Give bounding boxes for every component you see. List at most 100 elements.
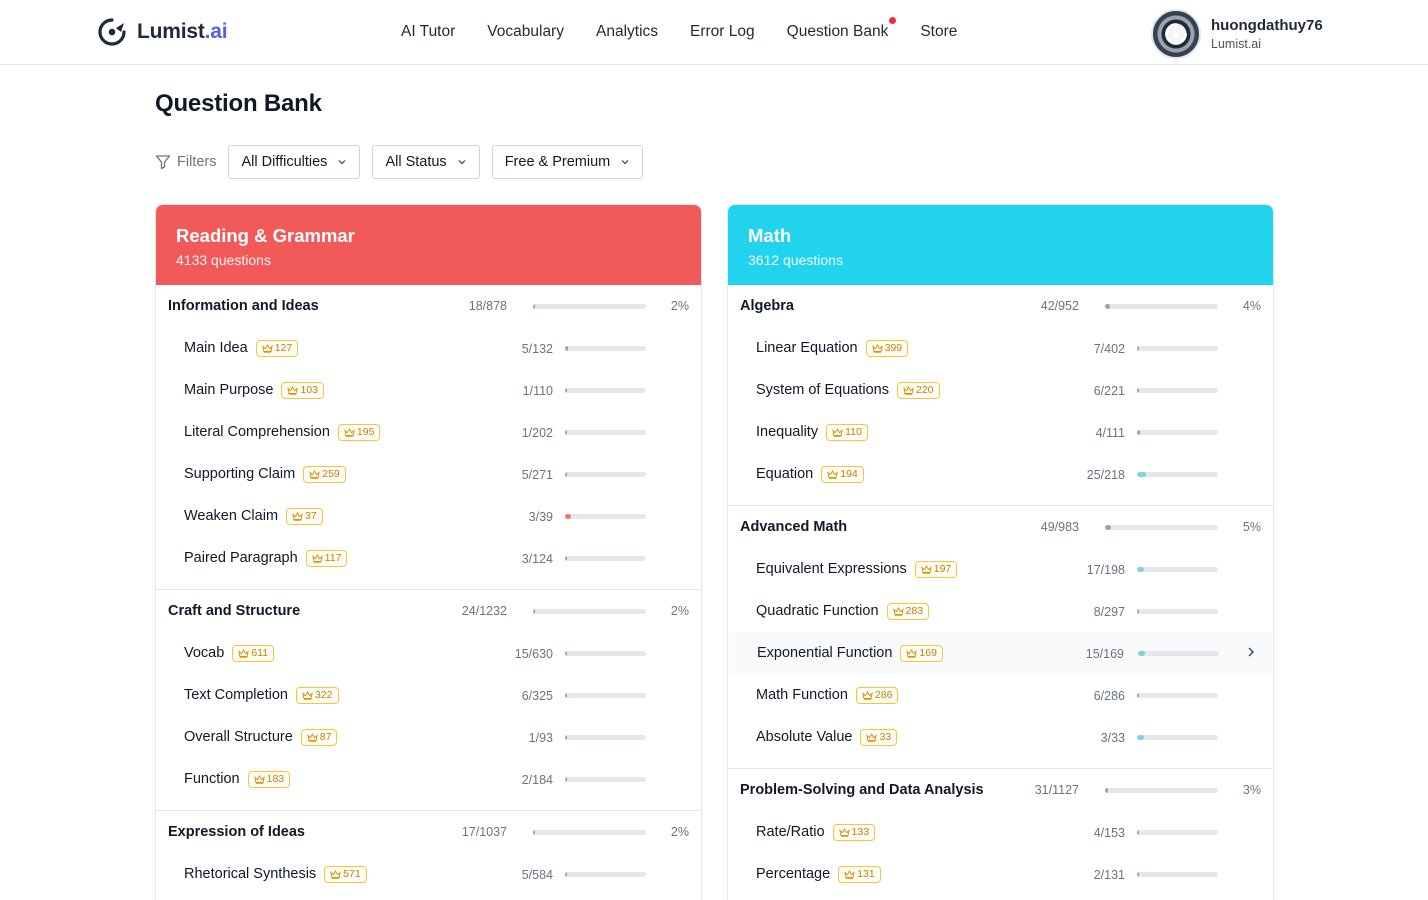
topic-name: Absolute Value xyxy=(756,729,853,745)
section-progress-bar xyxy=(1105,788,1218,793)
section-header[interactable]: Problem-Solving and Data Analysis 31/1127… xyxy=(728,769,1273,811)
crown-icon xyxy=(292,511,303,521)
topic-name: Function xyxy=(184,771,240,787)
section-fraction: 31/1127 xyxy=(1034,783,1079,797)
status-select-value: All Status xyxy=(385,154,447,170)
topic-row-math-function[interactable]: Math Function 286 6/286 xyxy=(728,674,1273,716)
nav-error-log[interactable]: Error Log xyxy=(690,23,755,40)
premium-count-badge: 117 xyxy=(305,549,348,567)
topic-progress-bar xyxy=(1138,651,1219,656)
premium-count: 117 xyxy=(324,552,342,564)
section-fraction: 18/878 xyxy=(468,299,507,313)
topic-row-main-purpose[interactable]: Main Purpose 103 1/110 xyxy=(156,369,701,411)
section-craft-and-structure: Craft and Structure 24/1232 2% Vocab 611 15/6… xyxy=(156,590,701,811)
premium-count: 87 xyxy=(319,731,332,743)
topic-progress-fill xyxy=(565,872,568,877)
topic-name: Main Purpose xyxy=(184,382,274,398)
topic-row-text-completion[interactable]: Text Completion 322 6/325 xyxy=(156,674,701,716)
topic-progress-fill xyxy=(565,777,568,782)
premium-count: 195 xyxy=(356,426,375,438)
topic-row-overall-structure[interactable]: Overall Structure 87 1/93 xyxy=(156,716,701,758)
topic-name: Weaken Claim xyxy=(184,508,279,524)
topic-row-function[interactable]: Function 183 2/184 xyxy=(156,758,701,800)
section-name: Advanced Math xyxy=(740,519,848,535)
user-menu[interactable]: huongdathuy76 Lumist.ai xyxy=(1151,9,1323,59)
filter-bar: Filters All Difficulties All Status Free… xyxy=(155,145,655,179)
math-card: Math 3612 questions Algebra 42/952 4% Linear … xyxy=(727,204,1274,900)
section-name: Problem-Solving and Data Analysis xyxy=(740,782,984,798)
topic-name: System of Equations xyxy=(756,382,889,398)
topic-progress-bar xyxy=(565,556,646,561)
crown-icon xyxy=(920,564,932,574)
section-header[interactable]: Expression of Ideas 17/1037 2% xyxy=(156,811,701,853)
topic-name: Exponential Function xyxy=(757,645,893,661)
crown-icon xyxy=(344,427,355,437)
crown-icon xyxy=(832,427,843,437)
premium-count-badge: 194 xyxy=(821,465,864,483)
nav-question-bank[interactable]: Question Bank xyxy=(787,17,897,41)
topic-row-system-of-equations[interactable]: System of Equations 220 6/221 xyxy=(728,369,1273,411)
topic-row-main-idea[interactable]: Main Idea 127 5/132 xyxy=(156,327,701,369)
topic-fraction: 2/131 xyxy=(1093,868,1125,882)
premium-count-badge: 197 xyxy=(914,560,958,578)
avatar[interactable] xyxy=(1151,9,1201,59)
section-header[interactable]: Advanced Math 49/983 5% xyxy=(728,506,1273,548)
topic-row-vocab[interactable]: Vocab 611 15/630 xyxy=(156,632,701,674)
user-name: huongdathuy76 xyxy=(1211,16,1323,34)
section-algebra: Algebra 42/952 4% Linear Equation 399 7/402 Sy… xyxy=(728,285,1273,506)
topic-row-weaken-claim[interactable]: Weaken Claim 37 3/39 xyxy=(156,495,701,537)
topic-row-equivalent-expressions[interactable]: Equivalent Expressions 197 17/198 xyxy=(728,548,1273,590)
topic-name: Equivalent Expressions xyxy=(756,561,907,577)
section-progress-bar xyxy=(533,830,646,835)
premium-count-badge: 131 xyxy=(838,865,881,883)
topic-progress-bar xyxy=(1137,830,1218,835)
premium-count: 33 xyxy=(879,731,892,743)
section-header[interactable]: Algebra 42/952 4% xyxy=(728,285,1273,327)
topic-name: Rhetorical Synthesis xyxy=(184,866,317,882)
topic-progress-fill xyxy=(1137,693,1140,698)
topic-progress-bar xyxy=(1137,735,1218,740)
access-select[interactable]: Free & Premium xyxy=(491,145,644,179)
premium-count: 194 xyxy=(840,468,858,480)
nav-store[interactable]: Store xyxy=(920,23,958,40)
topic-progress-bar xyxy=(565,514,646,519)
topic-row-quadratic-function[interactable]: Quadratic Function 283 8/297 xyxy=(728,590,1273,632)
section-percent: 2% xyxy=(670,299,689,313)
topic-progress-fill xyxy=(1137,567,1144,572)
topic-progress-fill xyxy=(1137,609,1140,614)
premium-count: 133 xyxy=(851,826,870,838)
topic-row-percentage[interactable]: Percentage 131 2/131 xyxy=(728,853,1273,895)
topic-row-linear-equation[interactable]: Linear Equation 399 7/402 xyxy=(728,327,1273,369)
topic-row-literal-comprehension[interactable]: Literal Comprehension 195 1/202 xyxy=(156,411,701,453)
section-expression-of-ideas: Expression of Ideas 17/1037 2% Rhetorical S… xyxy=(156,811,701,900)
brand-logo[interactable]: Lumist.ai xyxy=(97,16,228,48)
topic-progress-fill xyxy=(1137,830,1140,835)
topic-progress-fill xyxy=(1137,430,1140,435)
section-header[interactable]: Craft and Structure 24/1232 2% xyxy=(156,590,701,632)
premium-count: 283 xyxy=(905,605,924,617)
nav-ai-tutor[interactable]: AI Tutor xyxy=(401,23,456,40)
premium-count-badge: 220 xyxy=(897,381,940,399)
section-header[interactable]: Information and Ideas 18/878 2% xyxy=(156,285,701,327)
topic-row-supporting-claim[interactable]: Supporting Claim 259 5/271 xyxy=(156,453,701,495)
card-title: Math xyxy=(748,225,792,246)
difficulty-select[interactable]: All Difficulties xyxy=(228,145,361,179)
topic-name: Supporting Claim xyxy=(184,466,296,482)
section-progress-fill xyxy=(1105,525,1111,530)
topic-row-rhetorical-synthesis[interactable]: Rhetorical Synthesis 571 5/584 xyxy=(156,853,701,895)
topic-row-paired-paragraph[interactable]: Paired Paragraph 117 3/124 xyxy=(156,537,701,579)
premium-count-badge: 33 xyxy=(860,728,898,746)
topic-row-equation[interactable]: Equation 194 25/218 xyxy=(728,453,1273,495)
crown-icon xyxy=(238,648,250,658)
topic-progress-bar xyxy=(1137,567,1218,572)
premium-count: 110 xyxy=(845,426,862,438)
topic-row-exponential-function[interactable]: Exponential Function 169 15/169 xyxy=(729,632,1272,674)
topic-row-absolute-value[interactable]: Absolute Value 33 3/33 xyxy=(728,716,1273,758)
card-question-count: 3612 questions xyxy=(748,252,843,268)
status-select[interactable]: All Status xyxy=(372,145,480,179)
nav-analytics[interactable]: Analytics xyxy=(595,23,659,40)
topic-row-inequality[interactable]: Inequality 110 4/111 xyxy=(728,411,1273,453)
topic-row-rate-ratio[interactable]: Rate/Ratio 133 4/153 xyxy=(728,811,1273,853)
section-percent: 2% xyxy=(670,825,689,839)
nav-vocabulary[interactable]: Vocabulary xyxy=(487,23,564,40)
